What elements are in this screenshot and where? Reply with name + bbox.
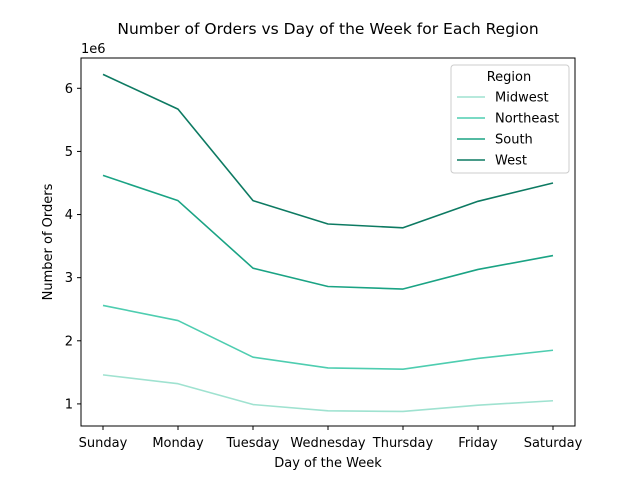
y-tick-label: 2 [65,334,73,349]
series-line-northeast [102,304,554,370]
y-axis: 1 2 3 4 5 6 [65,82,81,412]
legend-label: South [495,133,533,148]
x-tick-label: Tuesday [226,436,280,451]
y-axis-label: Number of Orders [41,183,56,300]
y-tick-label: 6 [65,82,73,97]
series-line-west [102,73,554,229]
legend-title: Region [487,70,532,85]
x-tick-label: Thursday [372,436,434,451]
y-tick-label: 1 [65,397,73,412]
y-tick-label: 4 [65,208,73,223]
legend-label: Northeast [495,112,559,127]
chart-title: Number of Orders vs Day of the Week for … [117,20,538,38]
legend: Region Midwest Northeast South West [450,64,570,174]
x-axis: Sunday Monday Tuesday Wednesday Thursday Frid… [79,426,583,451]
x-tick-label: Monday [152,436,204,451]
x-axis-label: Day of the Week [274,456,382,471]
legend-label: Midwest [495,91,549,106]
x-tick-label: Sunday [79,436,128,451]
legend-box [450,64,570,174]
plot-lines [102,73,554,413]
series-line-south [102,174,554,290]
x-tick-label: Wednesday [290,436,366,451]
x-tick-label: Saturday [524,436,583,451]
series-line-midwest [102,374,554,413]
y-offset-label: 1e6 [81,42,106,57]
y-tick-label: 3 [65,271,73,286]
x-tick-label: Friday [458,436,498,451]
legend-label: West [495,154,527,169]
y-tick-label: 5 [65,145,73,160]
